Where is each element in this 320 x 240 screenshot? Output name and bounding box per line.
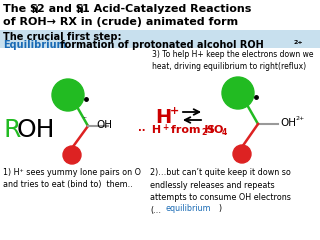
Text: 2+: 2+ [296, 116, 305, 121]
Text: 1 Acid-Catalyzed Reactions: 1 Acid-Catalyzed Reactions [82, 4, 252, 14]
Text: SO: SO [206, 125, 223, 135]
Text: 2)…but can’t quite keep it down so
endlessly releases and repeats
attempts to co: 2)…but can’t quite keep it down so endle… [150, 168, 291, 215]
Circle shape [52, 79, 84, 111]
Text: 4: 4 [222, 128, 227, 137]
Text: ··: ·· [138, 126, 146, 136]
Text: ··: ·· [82, 114, 87, 123]
Text: H: H [148, 125, 161, 135]
Text: of ROH→ RX in (crude) animated form: of ROH→ RX in (crude) animated form [3, 17, 238, 27]
Text: 2 and S: 2 and S [37, 4, 84, 14]
Text: from H: from H [167, 125, 214, 135]
Circle shape [233, 145, 251, 163]
Text: N: N [31, 6, 37, 15]
Text: 2: 2 [201, 128, 206, 137]
Text: Equilibrium: Equilibrium [3, 40, 67, 50]
Text: R: R [3, 118, 20, 142]
Text: The crucial first step:: The crucial first step: [3, 32, 122, 42]
Text: The S: The S [3, 4, 38, 14]
Text: OH: OH [280, 118, 296, 128]
Text: H: H [155, 108, 171, 127]
Text: OH: OH [17, 118, 55, 142]
Bar [0, 30, 320, 48]
Text: +: + [162, 123, 168, 132]
Text: +: + [170, 106, 179, 116]
Text: OH: OH [96, 120, 112, 130]
Text: ): ) [218, 204, 221, 213]
Text: 3) To help H+ keep the electrons down we
heat, driving equilibrium to right(refl: 3) To help H+ keep the electrons down we… [152, 50, 314, 71]
Text: 1) H⁺ sees yummy lone pairs on O
and tries to eat (bind to)  them..: 1) H⁺ sees yummy lone pairs on O and tri… [3, 168, 141, 190]
Text: N: N [76, 6, 83, 15]
Circle shape [63, 146, 81, 164]
Circle shape [222, 77, 254, 109]
Text: formation of protonated alcohol ROH: formation of protonated alcohol ROH [57, 40, 264, 50]
Text: equilibrium: equilibrium [166, 204, 212, 213]
Text: 2+: 2+ [293, 40, 303, 45]
